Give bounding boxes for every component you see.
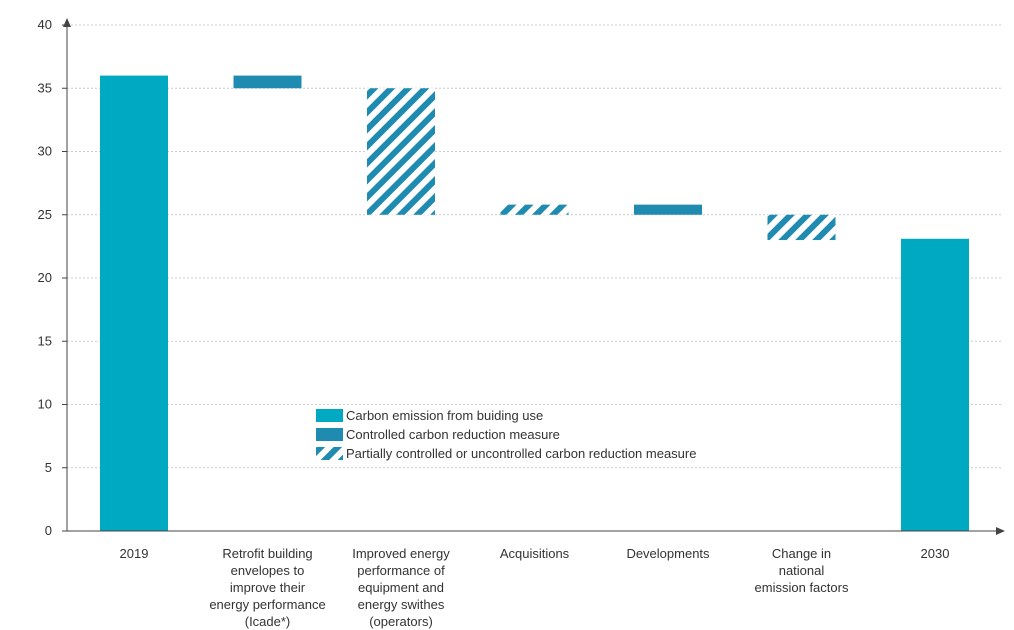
x-category-label: Acquisitions xyxy=(500,546,570,561)
bar-partial xyxy=(367,88,435,215)
y-tick-label: 5 xyxy=(45,460,52,475)
y-tick-label: 25 xyxy=(38,207,52,222)
x-category-label: 2019 xyxy=(120,546,149,561)
axes xyxy=(62,18,1005,535)
y-tick-label: 15 xyxy=(38,333,52,348)
y-tick-label: 35 xyxy=(38,80,52,95)
legend-label: Controlled carbon reduction measure xyxy=(346,427,560,442)
bars xyxy=(100,75,969,531)
y-tick-label: 40 xyxy=(38,17,52,32)
x-category-label: Change in national emission factors xyxy=(755,546,849,595)
bar-controlled xyxy=(634,204,702,215)
legend-label: Carbon emission from buiding use xyxy=(346,408,543,423)
y-tick-labels: 0 5 10 15 20 25 30 35 40 xyxy=(38,17,52,538)
bar-emission xyxy=(901,238,969,531)
x-axis-arrow xyxy=(996,527,1005,535)
x-category-label: 2030 xyxy=(921,546,950,561)
bar-emission xyxy=(100,75,168,531)
bar-controlled xyxy=(233,75,302,89)
x-category-label: Retrofit building envelopes to improve the… xyxy=(209,546,325,629)
bar-partial xyxy=(500,204,569,215)
x-category-label: Developments xyxy=(626,546,710,561)
x-category-label: Improved energy performance of equipment a… xyxy=(352,546,450,629)
y-tick-label: 10 xyxy=(38,397,52,412)
x-category-labels: 2019 Retrofit building envelopes to improve… xyxy=(120,546,950,629)
y-tick-label: 0 xyxy=(45,523,52,538)
bar-partial xyxy=(767,214,836,241)
legend-swatch-emission xyxy=(316,409,343,422)
y-tick-label: 30 xyxy=(38,144,52,159)
gridlines xyxy=(67,24,1003,469)
legend-swatch-partial xyxy=(316,447,343,460)
legend-swatch-controlled xyxy=(316,428,343,441)
y-axis-arrow xyxy=(63,18,71,27)
y-tick-label: 20 xyxy=(38,270,52,285)
legend-label: Partially controlled or uncontrolled car… xyxy=(346,446,696,461)
legend: Carbon emission from buiding use Controll… xyxy=(316,408,696,461)
